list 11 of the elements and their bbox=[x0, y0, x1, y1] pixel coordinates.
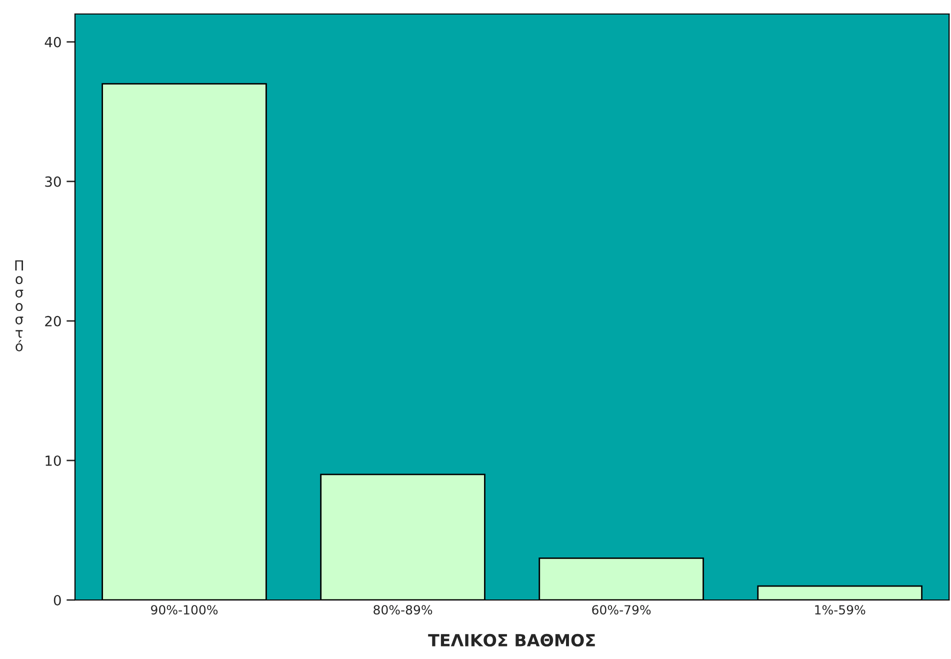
y-tick-label: 40 bbox=[44, 36, 61, 48]
x-axis-title: ΤΕΛΙΚΟΣ ΒΑΘΜΟΣ bbox=[428, 634, 595, 647]
x-tick-label: 60%-79% bbox=[592, 605, 651, 615]
x-tick-label: 1%-59% bbox=[815, 605, 866, 615]
y-axis-title: Ποσοστό bbox=[15, 260, 24, 352]
y-tick-label: 30 bbox=[45, 176, 61, 187]
x-tick-label: 80%-89% bbox=[374, 605, 432, 615]
y-tick-label: 0 bbox=[54, 594, 61, 606]
y-tick-label: 20 bbox=[45, 316, 61, 326]
x-tick-label: 90%-100% bbox=[151, 605, 218, 615]
y-tick-label: 10 bbox=[46, 455, 61, 466]
